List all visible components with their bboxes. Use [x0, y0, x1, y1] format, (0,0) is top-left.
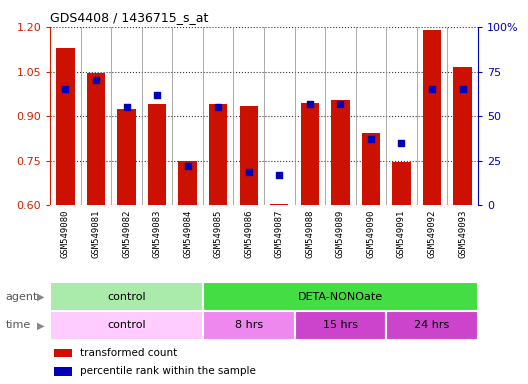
Bar — [148, 104, 166, 205]
Point — [214, 104, 222, 110]
Text: time: time — [5, 320, 31, 331]
Text: GSM549083: GSM549083 — [153, 209, 162, 258]
Text: GSM549086: GSM549086 — [244, 209, 253, 258]
Text: ▶: ▶ — [37, 291, 44, 302]
Text: GSM549082: GSM549082 — [122, 209, 131, 258]
Bar — [178, 161, 197, 205]
Bar — [423, 30, 441, 205]
Bar — [362, 132, 380, 205]
Text: control: control — [107, 291, 146, 302]
Text: GSM549093: GSM549093 — [458, 209, 467, 258]
Bar — [209, 104, 228, 205]
Text: GSM549087: GSM549087 — [275, 209, 284, 258]
Text: GSM549080: GSM549080 — [61, 209, 70, 258]
Text: GSM549089: GSM549089 — [336, 209, 345, 258]
Bar — [203, 282, 478, 311]
Point — [397, 140, 406, 146]
Bar — [56, 48, 74, 205]
Point — [428, 86, 436, 93]
Text: GSM549084: GSM549084 — [183, 209, 192, 258]
Text: GDS4408 / 1436715_s_at: GDS4408 / 1436715_s_at — [50, 11, 209, 24]
Bar — [386, 311, 478, 340]
Point — [153, 92, 162, 98]
Bar — [50, 282, 203, 311]
Text: control: control — [107, 320, 146, 331]
Text: 8 hrs: 8 hrs — [234, 320, 263, 331]
Bar — [54, 349, 72, 357]
Point — [306, 101, 314, 107]
Text: percentile rank within the sample: percentile rank within the sample — [80, 366, 256, 376]
Text: DETA-NONOate: DETA-NONOate — [298, 291, 383, 302]
Bar — [50, 311, 203, 340]
Text: GSM549090: GSM549090 — [366, 209, 375, 258]
Point — [61, 86, 70, 93]
Bar — [392, 162, 411, 205]
Point — [275, 172, 284, 178]
Bar — [203, 311, 295, 340]
Point — [122, 104, 131, 110]
Bar — [117, 109, 136, 205]
Text: agent: agent — [5, 291, 37, 302]
Text: ▶: ▶ — [37, 320, 44, 331]
Bar — [87, 73, 105, 205]
Point — [336, 101, 345, 107]
Point — [366, 136, 375, 142]
Text: GSM549085: GSM549085 — [214, 209, 223, 258]
Bar — [300, 103, 319, 205]
Bar — [270, 204, 288, 205]
Bar — [331, 100, 350, 205]
Point — [458, 86, 467, 93]
Bar — [295, 311, 386, 340]
Text: 24 hrs: 24 hrs — [414, 320, 450, 331]
Point — [244, 169, 253, 175]
Bar — [454, 67, 472, 205]
Bar — [54, 367, 72, 376]
Text: GSM549091: GSM549091 — [397, 209, 406, 258]
Text: GSM549092: GSM549092 — [428, 209, 437, 258]
Text: GSM549081: GSM549081 — [91, 209, 100, 258]
Bar — [240, 106, 258, 205]
Point — [183, 163, 192, 169]
Text: GSM549088: GSM549088 — [305, 209, 314, 258]
Text: 15 hrs: 15 hrs — [323, 320, 358, 331]
Point — [92, 78, 100, 84]
Text: transformed count: transformed count — [80, 348, 177, 358]
